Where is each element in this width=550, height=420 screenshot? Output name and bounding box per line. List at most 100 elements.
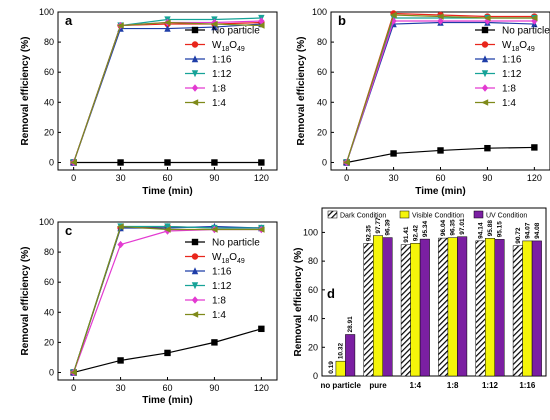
data-point: [257, 22, 265, 29]
bar: [494, 239, 505, 377]
data-point: [164, 159, 171, 166]
data-point: [258, 17, 265, 25]
x-axis-title: Time (min): [142, 395, 192, 406]
x-tick-label: 0: [71, 383, 76, 393]
legend-marker: [481, 84, 489, 92]
panel-letter: b: [338, 13, 346, 28]
bar-value-label: 28.91: [347, 316, 354, 333]
x-tick-label: 30: [116, 383, 126, 393]
x-axis-title: Time (min): [142, 186, 192, 197]
x-tick-label: 30: [389, 173, 399, 183]
bar-value-label: 94.07: [524, 222, 531, 239]
legend-label-part: O: [519, 40, 527, 51]
data-point: [530, 14, 538, 22]
legend-label-sub: 18: [511, 46, 519, 53]
bar: [447, 237, 458, 377]
data-point: [164, 349, 171, 357]
legend-label-sub: 18: [221, 46, 229, 53]
data-point: [389, 11, 397, 19]
legend-marker: [191, 55, 199, 63]
legend-label: W18O49: [502, 40, 535, 53]
legend-label: 1:4: [212, 310, 226, 321]
x-tick-label: 90: [482, 173, 492, 183]
x-axis-title: Time (min): [415, 186, 465, 197]
y-tick-label: 100: [312, 7, 327, 17]
legend-marker: [191, 296, 199, 304]
y-tick-label: 0: [322, 157, 327, 167]
legend-label: 1:4: [212, 98, 226, 109]
y-tick-label: 40: [308, 314, 318, 324]
data-point: [211, 23, 218, 31]
series-no-particle: [70, 159, 265, 166]
y-axis-title: Removal efficiency (%): [296, 37, 307, 146]
y-tick-label: 20: [308, 342, 318, 352]
data-point: [163, 226, 171, 233]
y-tick-label: 20: [44, 127, 54, 137]
series-1-4: [342, 11, 538, 166]
series-1-4: [69, 19, 265, 166]
legend-label: W18O49: [212, 252, 245, 265]
legend-marker: [191, 41, 199, 48]
x-tick-label: 0: [71, 173, 76, 183]
y-tick-label: 40: [44, 97, 54, 107]
panel-d: 0 20 40 60 80 100 Removal efficiency (%) d no pa…: [293, 207, 547, 390]
bar-value-label: 90.72: [515, 227, 522, 244]
series-1-4: [69, 223, 265, 376]
bar-value-label: 97.77: [375, 217, 382, 234]
data-point: [436, 13, 444, 20]
bar-value-label: 95.88: [487, 220, 494, 237]
legend-label: No particle: [212, 26, 260, 37]
legend-marker: [481, 55, 489, 63]
legend-marker: [191, 311, 199, 318]
y-tick-label: 0: [49, 157, 54, 167]
legend: No particle W18O49 1:16 1:12 1:8 1:4: [475, 26, 550, 109]
legend-marker: [481, 70, 489, 78]
x-tick-label: 30: [116, 173, 126, 183]
bar-value-label: 96.04: [440, 219, 447, 236]
bar: [400, 244, 411, 377]
y-tick-label: 60: [44, 67, 54, 77]
bar-value-label: 92.42: [412, 225, 419, 242]
data-point: [69, 369, 77, 376]
legend-label: UV Condition: [486, 213, 527, 220]
legend-label: 1:12: [502, 69, 522, 80]
legend-label: No particle: [502, 26, 550, 37]
bar-value-label: 96.39: [385, 219, 392, 236]
data-point: [117, 159, 124, 166]
legend-marker: [481, 99, 489, 106]
legend-label: 1:16: [212, 55, 232, 66]
panel-b: 0 30 60 90 120 0 20 40 60 80 100 Time (min) Removal …: [296, 7, 550, 197]
data-point: [211, 159, 218, 166]
legend-label-sub: 49: [237, 258, 245, 265]
x-tick-label: 90: [209, 173, 219, 183]
legend-label-part: W: [502, 40, 512, 51]
bar-value-label: 97.01: [459, 218, 466, 235]
legend-label: Visible Condition: [412, 213, 464, 220]
y-tick-label: 100: [39, 217, 54, 227]
bar-value-label: 94.08: [534, 222, 541, 239]
legend-swatch: [473, 210, 484, 219]
data-point: [117, 357, 124, 364]
panel-a: 0 30 60 90 120 0 20 40 60 80 100 Time (min) Removal …: [20, 7, 278, 197]
bar: [457, 236, 468, 377]
y-tick-label: 80: [317, 37, 327, 47]
x-tick-label: 120: [527, 173, 542, 183]
y-tick-label: 60: [44, 277, 54, 287]
y-axis-title: Removal efficiency (%): [293, 248, 304, 357]
legend-label-part: W: [212, 252, 222, 263]
data-point: [258, 159, 265, 166]
y-tick-label: 20: [44, 337, 54, 347]
series-no-particle: [70, 325, 265, 376]
legend-swatch: [327, 210, 338, 219]
legend-label-sub: 49: [527, 46, 535, 53]
legend: Dark Condition Visible Condition UV Condit…: [327, 210, 527, 220]
data-point: [437, 17, 444, 25]
legend-marker: [481, 41, 489, 48]
category-label: no particle: [320, 381, 361, 390]
data-point: [116, 22, 124, 29]
bar: [438, 237, 449, 377]
category-label: 1:16: [519, 381, 536, 390]
legend-label: 1:16: [502, 55, 522, 66]
data-point: [437, 147, 444, 154]
